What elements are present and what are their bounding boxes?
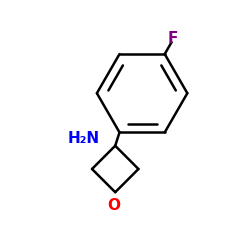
- Text: O: O: [108, 198, 120, 212]
- Text: H₂N: H₂N: [68, 131, 100, 146]
- Text: F: F: [168, 31, 178, 46]
